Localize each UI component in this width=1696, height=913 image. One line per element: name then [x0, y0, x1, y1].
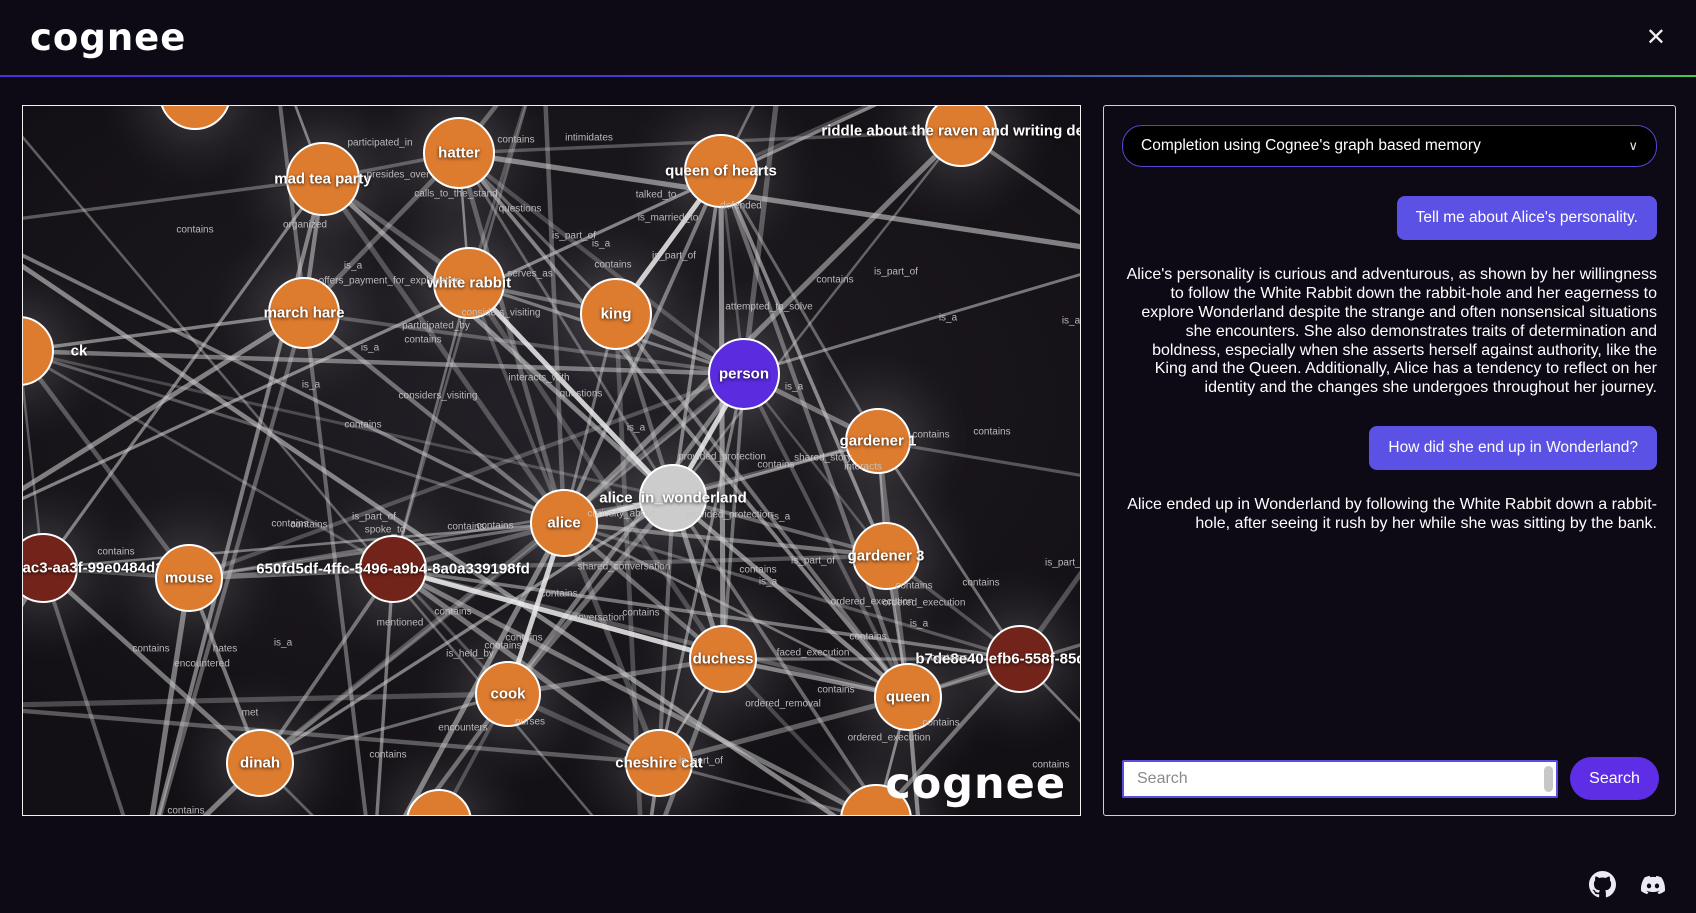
graph-node-gardener1[interactable] [845, 408, 911, 474]
search-row: Search [1122, 757, 1659, 800]
graph-node-cheshire[interactable] [625, 729, 693, 797]
user-message-bubble[interactable]: How did she end up in Wonderland? [1369, 426, 1657, 471]
graph-node-duchess[interactable] [689, 625, 757, 693]
header: cognee ✕ [0, 0, 1696, 77]
completion-mode-dropdown[interactable]: Completion using Cognee's graph based me… [1122, 125, 1657, 167]
graph-node-uuid-650[interactable] [359, 535, 427, 603]
dropdown-selected-value: Completion using Cognee's graph based me… [1141, 137, 1481, 154]
graph-node-king[interactable] [580, 278, 652, 350]
graph-node-uuid-left[interactable] [23, 533, 78, 603]
graph-node-b7de[interactable] [986, 625, 1054, 693]
graph-node-queen[interactable] [874, 663, 942, 731]
assistant-message: Alice's personality is curious and adven… [1126, 266, 1657, 397]
github-icon[interactable] [1589, 871, 1616, 898]
graph-node-person[interactable] [708, 338, 780, 410]
graph-node-march-hare[interactable] [268, 277, 340, 349]
user-message-bubble[interactable]: Tell me about Alice's personality. [1396, 196, 1657, 240]
assistant-message: Alice ended up in Wonderland by followin… [1127, 496, 1657, 532]
chevron-down-icon: ∨ [1628, 138, 1638, 153]
graph-node-mouse[interactable] [155, 544, 223, 612]
cognee-logo: cognee [30, 16, 187, 59]
graph-node-alice[interactable] [530, 489, 598, 557]
message-list: Tell me about Alice's personality. Alice'… [1122, 196, 1657, 534]
discord-icon[interactable] [1638, 873, 1668, 897]
graph-node-dinah[interactable] [226, 729, 294, 797]
graph-node-cook[interactable] [475, 661, 541, 727]
close-icon[interactable]: ✕ [1645, 23, 1666, 51]
graph-node-queen-of-hearts[interactable] [684, 134, 758, 208]
search-scrollbar-thumb[interactable] [1544, 765, 1553, 792]
footer-social-links [1589, 871, 1668, 898]
search-box [1122, 759, 1558, 798]
graph-node-hatter[interactable] [423, 117, 495, 189]
graph-node-white-rabbit[interactable] [433, 247, 505, 319]
cognee-watermark: cognee [885, 759, 1066, 809]
graph-canvas[interactable]: hatter mad tea party queen of hearts riddle… [22, 105, 1081, 816]
graph-inner: hatter mad tea party queen of hearts riddle… [23, 106, 1080, 815]
chat-panel: Completion using Cognee's graph based me… [1103, 105, 1676, 816]
graph-node-aiw[interactable] [639, 464, 707, 532]
graph-node-mad-tea-party[interactable] [286, 142, 360, 216]
graph-node-riddle[interactable] [925, 106, 997, 167]
search-button[interactable]: Search [1570, 757, 1659, 800]
graph-node-gardener3[interactable] [852, 522, 920, 590]
search-input[interactable] [1124, 761, 1556, 796]
